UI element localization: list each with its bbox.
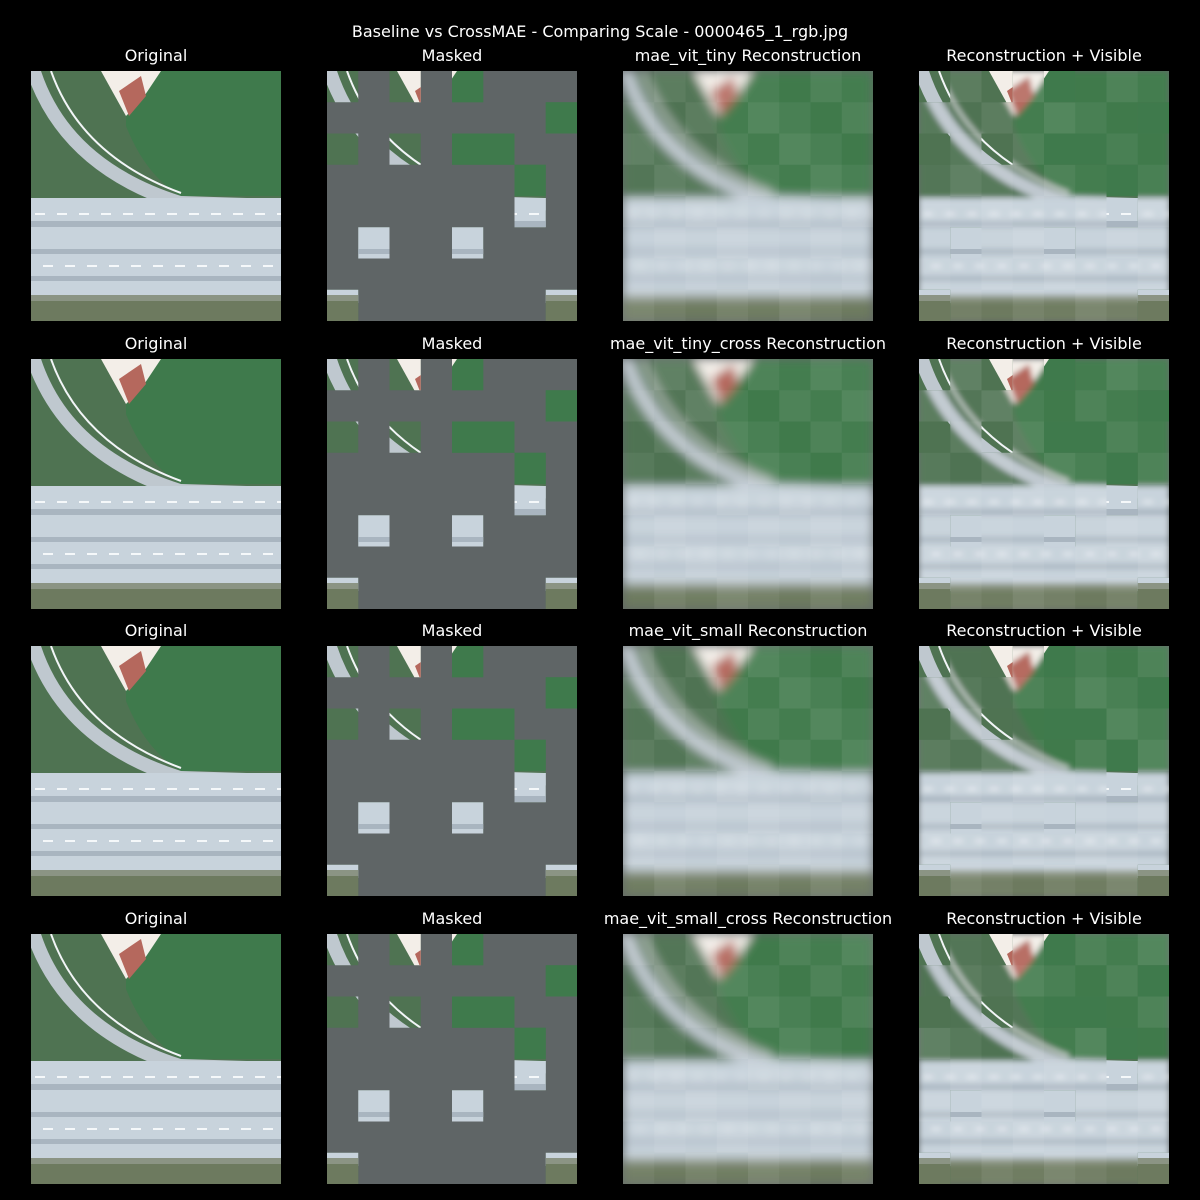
reconstruction-visible-image	[919, 71, 1169, 321]
panel-title: mae_vit_tiny_cross Reconstruction	[609, 334, 887, 353]
panel-title: Reconstruction + Visible	[946, 46, 1142, 65]
panel-title: Original	[124, 909, 188, 928]
panel-title: Reconstruction + Visible	[946, 621, 1142, 640]
panel-title: Masked	[421, 46, 483, 65]
reconstruction-image	[623, 646, 873, 896]
original-image	[31, 71, 281, 321]
panel-title: Masked	[421, 334, 483, 353]
masked-image	[327, 646, 577, 896]
panel-title: Original	[124, 621, 188, 640]
panel-title: mae_vit_small Reconstruction	[628, 621, 868, 640]
panel-title: Masked	[421, 909, 483, 928]
reconstruction-image	[623, 71, 873, 321]
reconstruction-visible-image	[919, 934, 1169, 1184]
masked-image	[327, 359, 577, 609]
panel-title: mae_vit_small_cross Reconstruction	[603, 909, 893, 928]
reconstruction-image	[623, 359, 873, 609]
panel-title: Reconstruction + Visible	[946, 334, 1142, 353]
reconstruction-image	[623, 934, 873, 1184]
reconstruction-visible-image	[919, 646, 1169, 896]
figure-title: Baseline vs CrossMAE - Comparing Scale -…	[351, 22, 849, 41]
panel-title: Original	[124, 46, 188, 65]
masked-image	[327, 934, 577, 1184]
panel-title: Reconstruction + Visible	[946, 909, 1142, 928]
reconstruction-visible-image	[919, 359, 1169, 609]
panel-title: Original	[124, 334, 188, 353]
panel-title: mae_vit_tiny Reconstruction	[634, 46, 862, 65]
panel-title: Masked	[421, 621, 483, 640]
original-image	[31, 646, 281, 896]
original-image	[31, 934, 281, 1184]
original-image	[31, 359, 281, 609]
masked-image	[327, 71, 577, 321]
